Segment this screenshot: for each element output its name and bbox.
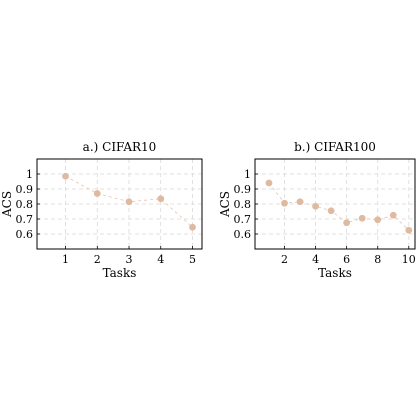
y-tick-label: 0.6: [16, 228, 34, 241]
data-point: [157, 195, 165, 203]
x-tick-label: 2: [281, 253, 288, 266]
data-point: [62, 172, 69, 180]
series-line: [268, 182, 410, 231]
y-axis-label: ACS: [218, 191, 232, 218]
y-axis-label: ACS: [0, 191, 14, 218]
x-tick-label: 4: [312, 253, 319, 266]
x-axis-label: Tasks: [103, 266, 137, 280]
data-point: [281, 199, 288, 207]
y-tick-label: 0.9: [16, 183, 34, 196]
data-point: [296, 198, 304, 206]
data-point: [189, 223, 196, 231]
x-tick-label: 4: [157, 253, 164, 266]
chart-title: a.) CIFAR10: [83, 140, 157, 154]
x-tick-label: 3: [126, 253, 133, 266]
data-point: [265, 179, 273, 187]
data-point: [358, 214, 366, 222]
data-point: [405, 226, 413, 234]
data-markers: [62, 172, 196, 231]
x-tick-label: 10: [402, 253, 416, 266]
y-tick-label: 0.8: [234, 198, 252, 211]
data-point: [389, 211, 397, 219]
x-tick-label: 8: [374, 253, 381, 266]
data-point: [125, 198, 133, 206]
plot-frame: [254, 158, 416, 250]
x-axis-label: Tasks: [318, 266, 352, 280]
y-tick-label: 0.8: [16, 198, 34, 211]
grid-lines: [255, 159, 415, 249]
y-tick-label: 0.7: [16, 213, 34, 226]
y-tick-label: 1: [26, 168, 33, 181]
data-markers: [265, 179, 413, 234]
y-tick-label: 0.6: [234, 228, 252, 241]
tick-labels: 0.6 0.7 0.8 0.9 1 2 4 6 8 10: [234, 168, 416, 266]
x-tick-label: 1: [62, 253, 69, 266]
grid-lines: [37, 159, 202, 249]
x-tick-label: 2: [94, 253, 101, 266]
data-point: [343, 219, 351, 227]
y-tick-label: 0.7: [234, 213, 252, 226]
chart-title: b.) CIFAR100: [294, 140, 376, 154]
plot-frame: [36, 158, 203, 250]
data-point: [312, 202, 319, 210]
data-point: [374, 216, 382, 224]
chart-cifar100: b.) CIFAR100 ACS Tasks 0.6 0.7 0.8 0.9 1 2 4 6 8…: [218, 140, 416, 280]
data-point: [93, 190, 101, 197]
tick-labels: 0.6 0.7 0.8 0.9 1 1 2 3 4 5: [16, 168, 196, 266]
x-tick-label: 6: [343, 253, 350, 266]
data-point: [327, 207, 335, 215]
y-tick-label: 0.9: [234, 183, 252, 196]
y-tick-label: 1: [244, 168, 251, 181]
chart-cifar10: a.) CIFAR10 ACS Tasks 0.6 0.7 0.8 0.9 1 1 2 3 4 5: [0, 140, 203, 280]
x-tick-label: 5: [189, 253, 196, 266]
